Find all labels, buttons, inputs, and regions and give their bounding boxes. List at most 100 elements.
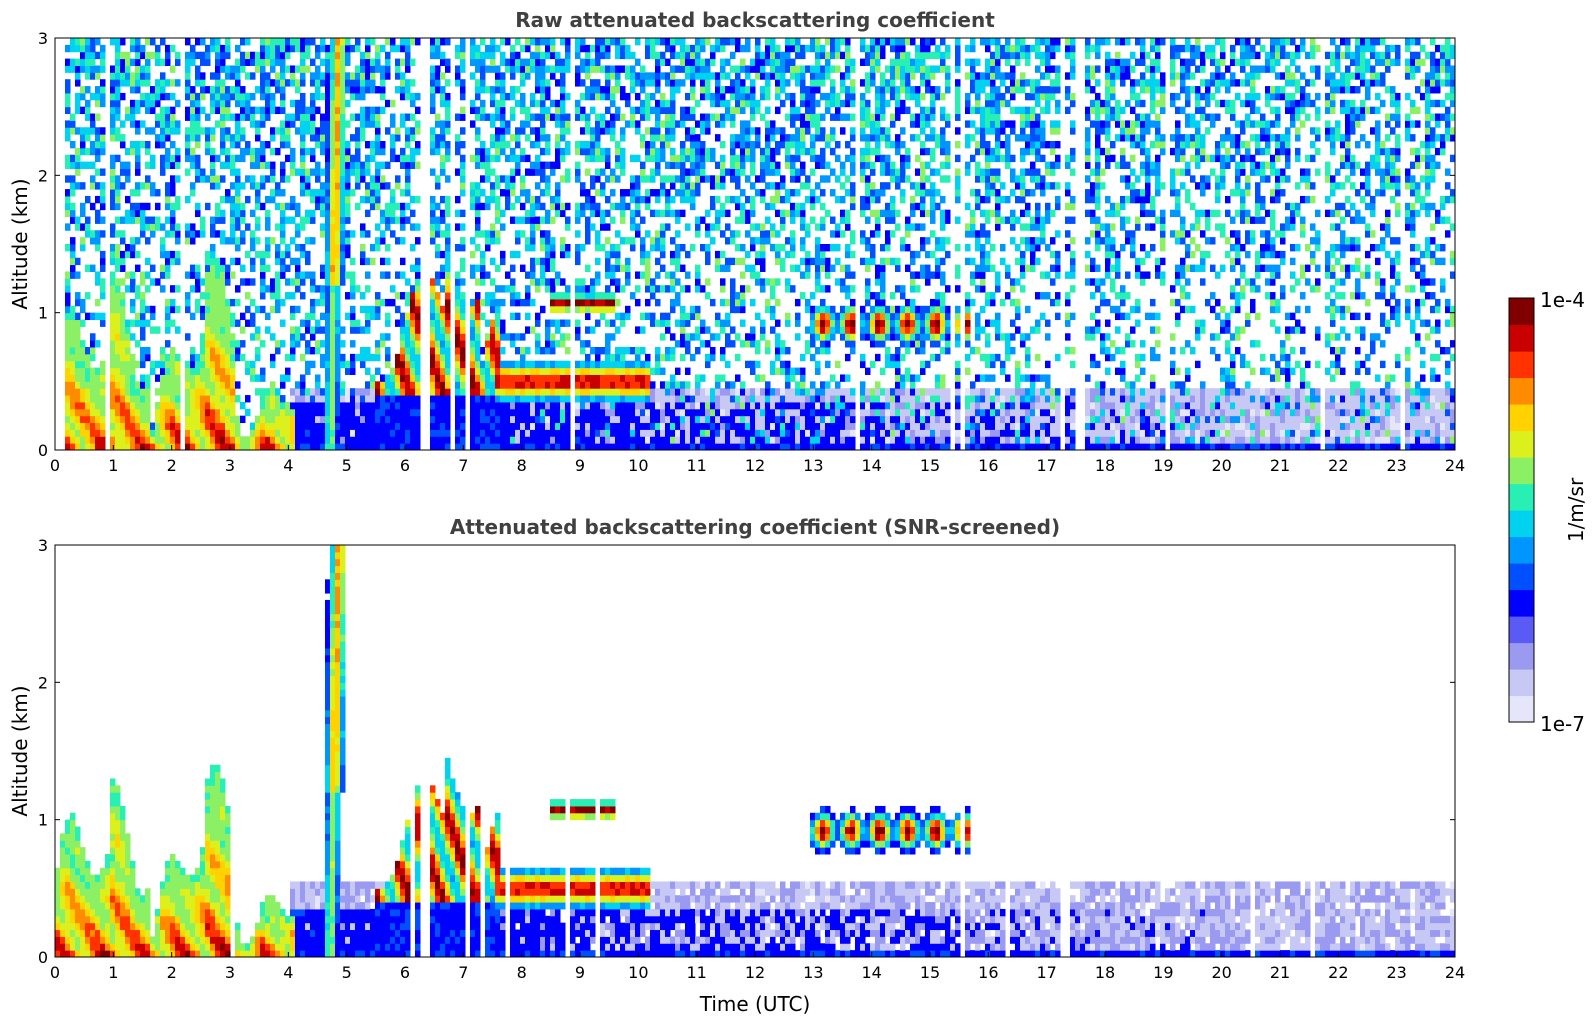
heatmap-cell (195, 202, 201, 211)
heatmap-cell (640, 422, 646, 430)
heatmap-cell (335, 65, 341, 73)
heatmap-cell (720, 250, 726, 259)
heatmap-cell (230, 86, 236, 94)
heatmap-cell (500, 395, 506, 403)
heatmap-cell (220, 161, 226, 169)
heatmap-cell (610, 388, 616, 396)
heatmap-cell (275, 305, 281, 314)
heatmap-cell (690, 422, 696, 430)
heatmap-cell (565, 92, 571, 101)
heatmap-cell (675, 257, 681, 266)
heatmap-cell (335, 395, 341, 403)
heatmap-cell (200, 367, 206, 375)
heatmap-cell (380, 388, 386, 396)
heatmap-cell (430, 374, 436, 382)
heatmap-cell (470, 182, 476, 190)
heatmap-cell (690, 202, 696, 211)
heatmap-cell (555, 113, 561, 121)
heatmap-cell (250, 367, 256, 375)
heatmap-cell (195, 264, 201, 272)
heatmap-cell (530, 381, 536, 389)
heatmap-cell (490, 65, 496, 73)
heatmap-cell (165, 305, 171, 314)
heatmap-cell (685, 388, 691, 396)
heatmap-cell (590, 401, 596, 410)
heatmap-cell (280, 175, 286, 183)
heatmap-cell (190, 223, 196, 231)
heatmap-cell (455, 168, 461, 176)
heatmap-cell (500, 209, 506, 218)
heatmap-cell (715, 422, 721, 430)
heatmap-cell (155, 79, 161, 87)
heatmap-cell (540, 38, 546, 46)
heatmap-cell (170, 305, 176, 314)
heatmap-cell (625, 202, 631, 211)
heatmap-cell (460, 333, 466, 341)
heatmap-cell (165, 161, 171, 169)
heatmap-cell (185, 333, 191, 341)
heatmap-cell (440, 51, 446, 60)
heatmap-cell (510, 333, 516, 341)
heatmap-cell (690, 92, 696, 101)
heatmap-cell (195, 353, 201, 362)
heatmap-cell (110, 195, 116, 204)
heatmap-cell (445, 113, 451, 121)
heatmap-cell (565, 319, 571, 327)
heatmap-cell (615, 401, 621, 410)
heatmap-cell (660, 134, 666, 142)
heatmap-cell (470, 333, 476, 341)
heatmap-cell (95, 147, 101, 156)
heatmap-cell (225, 436, 231, 444)
heatmap-cell (80, 347, 86, 355)
heatmap-cell (460, 38, 466, 46)
heatmap-cell (610, 422, 616, 430)
heatmap-cell (225, 388, 231, 396)
heatmap-cell (400, 92, 406, 101)
heatmap-cell (360, 257, 366, 266)
heatmap-cell (250, 154, 256, 163)
heatmap-cell (740, 292, 746, 300)
heatmap-cell (700, 340, 706, 348)
heatmap-cell (335, 326, 341, 334)
heatmap-cell (175, 388, 181, 396)
heatmap-cell (230, 312, 236, 321)
heatmap-cell (610, 127, 616, 135)
heatmap-cell (605, 429, 611, 437)
heatmap-cell (210, 147, 216, 156)
heatmap-cell (620, 319, 626, 327)
heatmap-cell (550, 285, 556, 293)
heatmap-cell (415, 415, 421, 424)
heatmap-cell (230, 202, 236, 211)
heatmap-cell (95, 72, 101, 80)
heatmap-cell (135, 360, 141, 369)
heatmap-cell (370, 388, 376, 396)
heatmap-cell (545, 113, 551, 121)
heatmap-cell (565, 347, 571, 355)
heatmap-cell (595, 395, 601, 403)
heatmap-cell (720, 319, 726, 327)
heatmap-cell (415, 257, 421, 266)
heatmap-cell (150, 92, 156, 101)
heatmap-cell (480, 388, 486, 396)
heatmap-cell (185, 429, 191, 437)
heatmap-cell (205, 264, 211, 272)
heatmap-cell (495, 367, 501, 375)
heatmap-cell (530, 161, 536, 169)
heatmap-cell (535, 429, 541, 437)
heatmap-cell (130, 202, 136, 211)
heatmap-cell (340, 326, 346, 334)
heatmap-cell (160, 353, 166, 362)
heatmap-cell (500, 415, 506, 424)
heatmap-cell (350, 415, 356, 424)
heatmap-cell (305, 51, 311, 60)
heatmap-cell (660, 333, 666, 341)
heatmap-cell (80, 134, 86, 142)
heatmap-cell (355, 429, 361, 437)
heatmap-cell (90, 422, 96, 430)
heatmap-cell (445, 278, 451, 286)
heatmap-cell (710, 202, 716, 211)
heatmap-cell (670, 422, 676, 430)
heatmap-cell (115, 347, 121, 355)
heatmap-cell (185, 374, 191, 382)
heatmap-cell (330, 202, 336, 211)
